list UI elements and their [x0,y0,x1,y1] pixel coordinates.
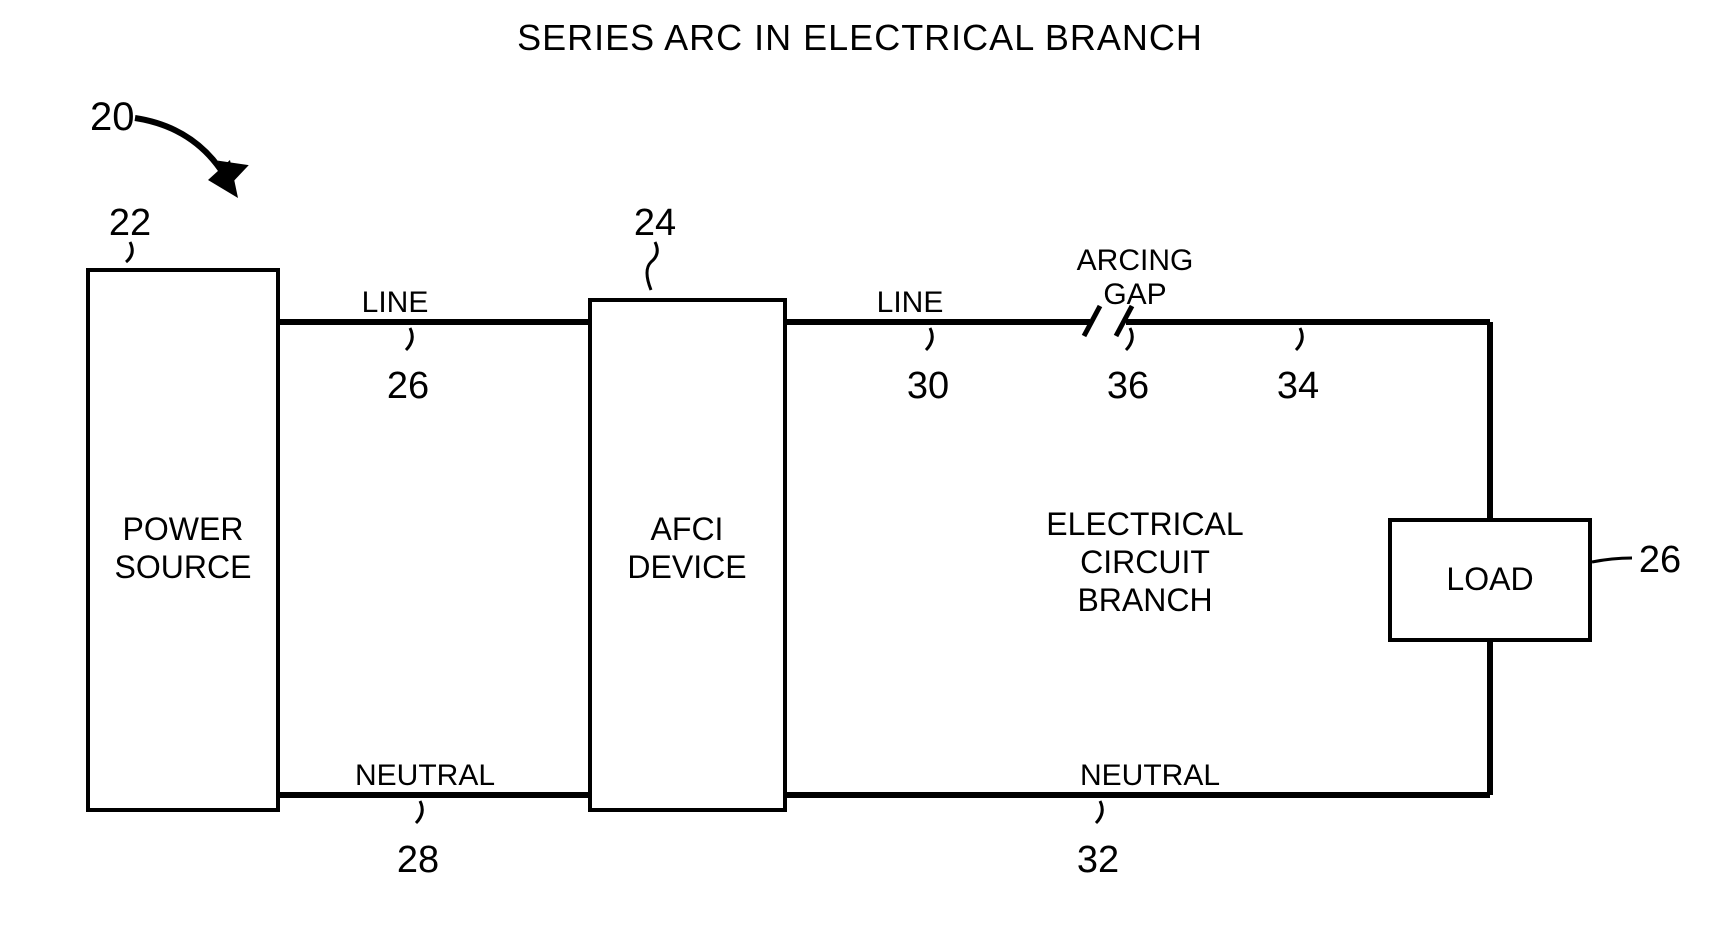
power-source-ref: 22 [109,202,151,244]
line-wire-left: LINE 26 [278,286,590,407]
neutral-right-ref: 32 [1077,839,1119,881]
load-block: LOAD 26 [1390,520,1681,640]
power-source-block: POWER SOURCE 22 [88,202,278,810]
neutral-wire-left: NEUTRAL 28 [278,759,590,881]
diagram-title: SERIES ARC IN ELECTRICAL BRANCH [517,17,1203,58]
arcing-gap-label-1: ARCING [1077,244,1194,277]
arcing-gap: ARCING GAP 36 [1077,244,1194,407]
branch-label-2: CIRCUIT [1080,544,1210,580]
branch-label: ELECTRICAL CIRCUIT BRANCH [1046,506,1243,618]
neutral-left-label: NEUTRAL [355,759,495,792]
system-ref-arrow [135,118,249,198]
afci-label-1: AFCI [651,511,724,547]
line-left-ref: 26 [387,365,429,407]
power-source-label-2: SOURCE [115,549,252,585]
power-source-label-1: POWER [123,511,244,547]
branch-label-3: BRANCH [1077,582,1212,618]
neutral-left-ref: 28 [397,839,439,881]
branch-label-1: ELECTRICAL [1046,506,1243,542]
arcing-gap-label-2: GAP [1103,278,1166,311]
line-right-label: LINE [877,286,944,319]
load-label: LOAD [1446,561,1533,597]
load-ref: 26 [1639,539,1681,581]
system-ref: 20 [90,95,135,139]
afci-ref: 24 [634,202,676,244]
diagram-canvas: SERIES ARC IN ELECTRICAL BRANCH 20 POWER… [0,0,1721,934]
line-wire-right: LINE 30 [785,286,1090,407]
line-left-label: LINE [362,286,429,319]
neutral-wire-right: NEUTRAL 32 [785,759,1490,881]
afci-device-block: AFCI DEVICE 24 [590,202,785,810]
afci-label-2: DEVICE [627,549,746,585]
arcing-gap-ref: 36 [1107,365,1149,407]
ref-34: 34 [1277,365,1319,407]
line-right-ref: 30 [907,365,949,407]
neutral-right-label: NEUTRAL [1080,759,1220,792]
line-after-gap: 34 [1126,322,1490,407]
